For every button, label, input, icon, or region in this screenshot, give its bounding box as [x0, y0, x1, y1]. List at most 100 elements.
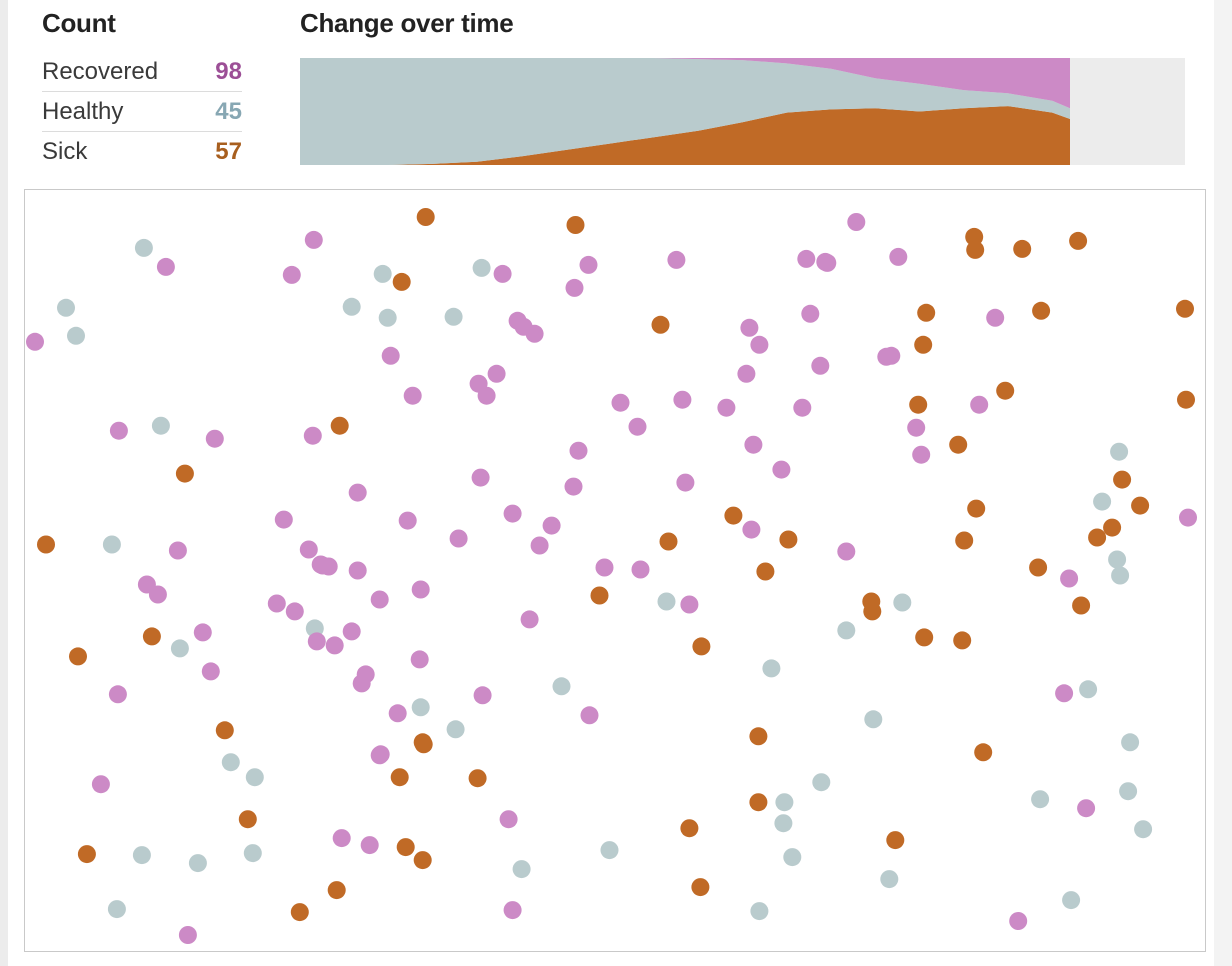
dot-recovered: [503, 901, 522, 920]
dot-recovered: [772, 460, 791, 479]
dot-recovered: [542, 516, 561, 535]
dot-recovered: [410, 650, 429, 669]
dot-recovered: [667, 250, 686, 269]
dot-sick: [1069, 231, 1088, 250]
dot-sick: [238, 810, 257, 829]
dot-sick: [949, 435, 968, 454]
dot-recovered: [680, 595, 699, 614]
dot-recovered: [503, 504, 522, 523]
dot-recovered: [717, 398, 736, 417]
dot-recovered: [744, 435, 763, 454]
dot-recovered: [348, 483, 367, 502]
dot-recovered: [411, 580, 430, 599]
dot-recovered: [907, 418, 926, 437]
dot-recovered: [307, 632, 326, 651]
dot-recovered: [332, 829, 351, 848]
dot-recovered: [403, 386, 422, 405]
dot-sick: [692, 637, 711, 656]
dot-sick: [756, 562, 775, 581]
dot-sick: [566, 216, 585, 234]
dot-sick: [1103, 518, 1122, 537]
dot-healthy: [1031, 790, 1050, 809]
area-series-recovered: [300, 58, 1070, 109]
dot-recovered: [628, 417, 647, 436]
dot-healthy: [373, 264, 392, 283]
dot-recovered: [201, 662, 220, 681]
dot-recovered: [356, 665, 375, 684]
dot-sick: [886, 831, 905, 850]
dot-recovered: [168, 541, 187, 560]
dot-recovered: [737, 364, 756, 383]
dot-recovered: [676, 473, 695, 492]
dot-sick: [416, 208, 435, 226]
dot-healthy: [378, 308, 397, 327]
dot-sick: [1013, 239, 1032, 258]
dot-sick: [330, 416, 349, 435]
dot-healthy: [342, 297, 361, 316]
dot-sick: [965, 227, 984, 246]
dot-recovered: [325, 636, 344, 655]
dot-recovered: [847, 213, 866, 231]
count-label-recovered: Recovered: [42, 57, 159, 85]
dot-healthy: [188, 854, 207, 873]
dot-sick: [974, 743, 993, 762]
dot-healthy: [774, 814, 793, 833]
dot-healthy: [245, 768, 264, 787]
dot-healthy: [102, 535, 121, 554]
dot-recovered: [370, 590, 389, 609]
dot-healthy: [552, 677, 571, 696]
dot-sick: [749, 793, 768, 812]
dot-healthy: [67, 326, 85, 345]
dot-recovered: [986, 308, 1005, 327]
dot-healthy: [221, 753, 240, 772]
dot-recovered: [569, 441, 588, 460]
dot-recovered: [193, 623, 212, 642]
dot-healthy: [446, 720, 465, 739]
dot-recovered: [499, 810, 518, 829]
dot-recovered: [91, 775, 110, 794]
count-value-healthy: 45: [215, 97, 242, 125]
dot-sick: [396, 838, 415, 857]
dot-healthy: [762, 659, 781, 678]
dot-healthy: [864, 710, 883, 729]
dot-healthy: [880, 870, 899, 889]
dot-sick: [651, 315, 670, 334]
dot-recovered: [109, 421, 128, 440]
dot-sick: [590, 586, 609, 605]
dot-recovered: [1055, 684, 1074, 703]
dot-sick: [1177, 390, 1195, 409]
dot-recovered: [156, 257, 175, 276]
dot-recovered: [303, 426, 322, 445]
dot-sick: [1176, 299, 1194, 318]
dot-healthy: [600, 841, 619, 860]
dot-sick: [680, 819, 699, 838]
count-value-recovered: 98: [215, 57, 242, 85]
dot-healthy: [812, 773, 831, 792]
dot-recovered: [525, 324, 544, 343]
scrollbar-track[interactable]: [1214, 0, 1232, 966]
count-row-recovered: Recovered 98: [42, 52, 242, 92]
dot-recovered: [801, 304, 820, 323]
count-table: Recovered 98 Healthy 45 Sick 57: [42, 52, 242, 171]
dot-recovered: [1009, 912, 1028, 930]
dot-recovered: [970, 395, 989, 414]
dot-recovered: [750, 335, 769, 354]
dot-sick: [779, 530, 798, 549]
dot-recovered: [473, 686, 492, 705]
dot-sick: [1072, 596, 1091, 615]
dot-healthy: [151, 416, 170, 435]
dot-healthy: [1093, 492, 1112, 511]
dot-recovered: [487, 364, 506, 383]
dot-healthy: [472, 258, 491, 277]
area-series-sick: [300, 106, 1070, 165]
dot-healthy: [170, 639, 189, 658]
dot-sick: [917, 303, 936, 322]
dot-recovered: [360, 836, 379, 855]
dot-sick: [1131, 496, 1150, 515]
dot-recovered: [740, 318, 759, 337]
dot-recovered: [299, 540, 318, 559]
dot-recovered: [319, 557, 338, 576]
dot-recovered: [793, 398, 812, 417]
dot-sick: [69, 647, 87, 666]
dot-recovered: [471, 468, 490, 487]
